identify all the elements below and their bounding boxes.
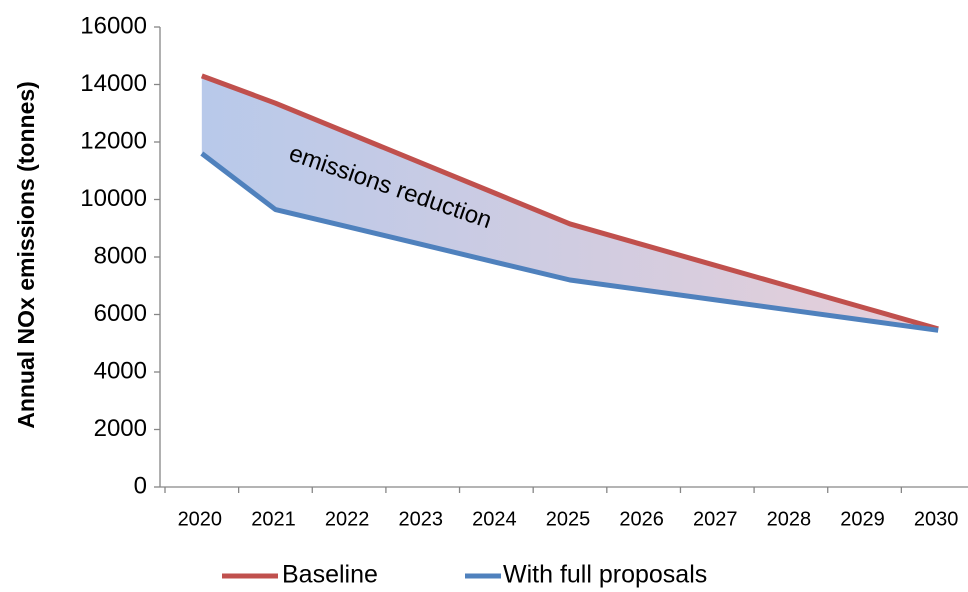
x-tick-label: 2030 [914,508,959,530]
y-tick-label: 2000 [94,415,147,442]
x-tick-label: 2022 [325,508,370,530]
series-line [200,73,939,332]
y-tick-label: 8000 [94,242,147,269]
x-tick-label: 2020 [178,508,223,530]
x-tick-label: 2024 [472,508,517,530]
y-tick-label: 14000 [80,70,147,97]
y-axis-title: Annual NOx emissions (tonnes) [13,81,39,429]
legend-label: Baseline [282,561,378,589]
y-tick-label: 16000 [80,12,147,39]
x-tick-label: 2021 [251,508,296,530]
y-tick-label: 6000 [94,300,147,327]
y-tick-label: 10000 [80,185,147,212]
x-tick-label: 2025 [546,508,591,530]
x-tick-label: 2026 [619,508,664,530]
y-tick-label: 12000 [80,127,147,154]
x-tick-label: 2027 [693,508,738,530]
series-line [200,151,939,333]
x-tick-label: 2023 [398,508,443,530]
x-tick-label: 2028 [767,508,812,530]
y-tick-label: 4000 [94,357,147,384]
y-tick-label: 0 [134,472,147,499]
x-tick-label: 2029 [840,508,885,530]
legend-label: With full proposals [503,561,707,589]
reduction-area [201,75,939,331]
